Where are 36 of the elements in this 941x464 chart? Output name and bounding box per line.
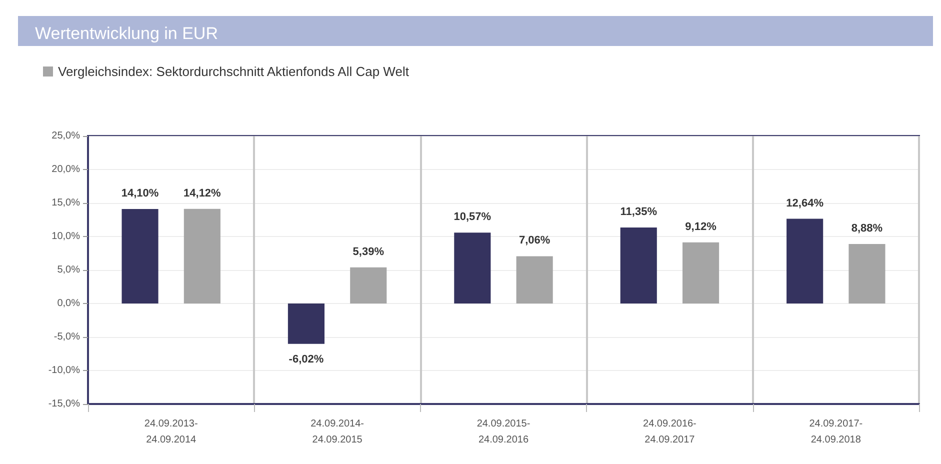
- bar: [516, 256, 553, 304]
- x-tick-label: 24.09.2016- 24.09.2017: [643, 418, 696, 446]
- y-tick-label: 20,0%: [52, 164, 80, 175]
- x-tick-label: 24.09.2015- 24.09.2016: [476, 418, 530, 446]
- legend-label: Vergleichsindex: Sektordurchschnitt Aktienfonds All Cap Welt: [58, 64, 410, 79]
- x-tick-label: 24.09.2017- 24.09.2018: [809, 418, 863, 446]
- bar: [184, 208, 220, 304]
- bar: [682, 242, 720, 304]
- y-tick-label: 15,0%: [52, 198, 80, 208]
- y-tick-label: -5,0%: [54, 332, 80, 342]
- data-label: 10,57%: [454, 211, 492, 224]
- y-tick-label: 10,0%: [52, 231, 80, 242]
- y-tick-label: -15,0%: [48, 398, 80, 410]
- data-label: 5,39%: [352, 246, 384, 258]
- y-tick-label: 25,0%: [52, 130, 80, 142]
- data-label: 14,10%: [121, 188, 159, 200]
- data-label: 14,12%: [184, 187, 222, 200]
- y-tick-label: 0,0%: [57, 298, 80, 309]
- bar: [848, 244, 886, 304]
- bar: [288, 304, 325, 344]
- bar: [786, 218, 824, 304]
- data-label: 9,12%: [685, 220, 717, 233]
- chart-title: Wertentwicklung in EUR: [35, 24, 218, 43]
- data-label: 8,88%: [851, 222, 883, 235]
- data-label: -6,02%: [288, 353, 324, 366]
- bar: [122, 209, 158, 304]
- data-label: 11,35%: [620, 206, 658, 218]
- bar: [454, 232, 491, 304]
- bar: [350, 267, 387, 304]
- y-tick-label: 5,0%: [57, 264, 80, 276]
- data-label: 7,06%: [518, 234, 550, 247]
- data-label: 12,64%: [786, 197, 824, 210]
- y-tick-label: -10,0%: [48, 365, 80, 376]
- x-tick-label: 24.09.2014- 24.09.2015: [310, 418, 364, 446]
- x-tick-label: 24.09.2013- 24.09.2014: [144, 418, 198, 446]
- bar: [620, 227, 657, 304]
